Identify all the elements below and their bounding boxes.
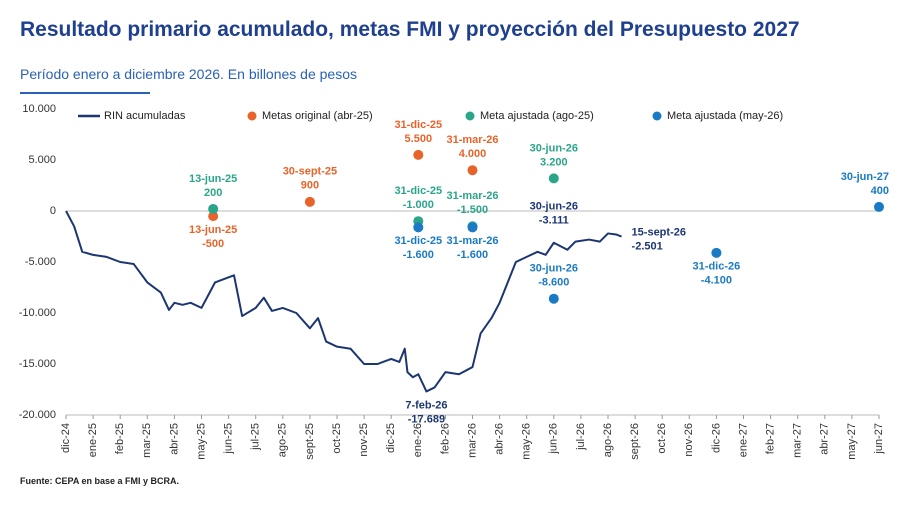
x-tick-label: mar-27 (792, 423, 804, 458)
target-point (208, 203, 219, 214)
target-point (208, 211, 219, 222)
x-tick-label: jun-26 (548, 423, 560, 455)
x-tick-label: feb-26 (439, 423, 451, 454)
x-tick-label: jun-27 (873, 423, 885, 455)
point-date-label: 30-jun-26 (530, 263, 578, 275)
point-value-label: -1.600 (457, 249, 488, 261)
source-note: Fuente: CEPA en base a FMI y BCRA. (20, 476, 180, 486)
point-date-label: 31-dic-25 (394, 185, 442, 197)
x-tick-label: may-25 (195, 423, 207, 460)
x-tick-label: dic-25 (385, 423, 397, 453)
point-date-label: 30-jun-26 (530, 142, 578, 154)
x-tick-label: mar-26 (466, 423, 478, 458)
point-date-label: 31-dic-25 (394, 235, 442, 247)
x-tick-label: nov-26 (683, 423, 695, 457)
annotation-date: 7-feb-26 (405, 399, 447, 411)
legend-label: Meta ajustada (may-26) (667, 110, 783, 122)
x-tick-label: oct-26 (656, 423, 668, 454)
point-date-label: 31-dic-26 (693, 261, 741, 273)
y-tick-label: -5.000 (25, 256, 56, 268)
x-tick-label: jun-25 (223, 423, 235, 455)
x-tick-label: dic-26 (710, 423, 722, 453)
point-value-label: 5.500 (405, 133, 433, 145)
target-point (711, 247, 722, 258)
x-tick-label: feb-27 (765, 423, 777, 454)
point-value-label: -500 (202, 238, 224, 250)
title-rule (20, 92, 150, 94)
target-point (304, 196, 315, 207)
point-date-label: 31-mar-26 (447, 235, 499, 247)
x-tick-label: ene-26 (412, 423, 424, 457)
point-value-label: -1.500 (457, 204, 488, 216)
x-tick-label: oct-25 (331, 423, 343, 454)
target-point (874, 201, 884, 212)
x-tick-label: feb-25 (114, 423, 126, 454)
y-tick-label: -10.000 (19, 307, 56, 319)
y-tick-label: -15.000 (19, 358, 56, 370)
annotation-value: -3.111 (539, 215, 569, 227)
legend-label: Meta ajustada (ago-25) (480, 110, 594, 122)
x-tick-label: abr-25 (168, 423, 180, 455)
point-value-label: -1.000 (403, 199, 434, 211)
x-tick-label: jul-26 (575, 423, 587, 451)
point-value-label: -4.100 (701, 275, 732, 287)
x-tick-label: may-27 (846, 423, 858, 460)
x-tick-label: mar-25 (141, 423, 153, 458)
point-date-label: 31-dic-25 (394, 119, 442, 131)
target-point (548, 173, 559, 184)
x-tick-label: nov-25 (358, 423, 370, 457)
y-tick-label: 10.000 (22, 103, 56, 115)
x-tick-label: dic-24 (60, 423, 72, 453)
x-tick-label: sept-25 (304, 423, 316, 460)
legend-label: RIN acumuladas (104, 110, 186, 122)
line-series (65, 210, 622, 393)
x-tick-label: ene-27 (737, 423, 749, 457)
point-value-label: 900 (301, 180, 319, 192)
point-value-label: 4.000 (459, 148, 487, 160)
point-value-label: 400 (871, 185, 889, 197)
point-date-label: 30-jun-27 (841, 171, 889, 183)
point-value-label: 3.200 (540, 156, 568, 168)
annotation-value: -2.501 (632, 240, 663, 252)
legend-swatch (465, 111, 475, 121)
point-date-label: 13-jun-25 (189, 224, 237, 236)
point-value-label: -1.600 (403, 249, 434, 261)
y-tick-label: -20.000 (19, 409, 56, 421)
x-tick-label: ene-25 (87, 423, 99, 457)
chart-title: Resultado primario acumulado, metas FMI … (20, 18, 800, 41)
x-tick-label: may-26 (521, 423, 533, 460)
x-tick-label: jul-25 (250, 423, 262, 451)
annotation-value: -17.689 (408, 413, 445, 425)
target-point (467, 165, 478, 176)
point-value-label: 200 (204, 187, 222, 199)
x-tick-label: sept-26 (629, 423, 641, 460)
point-date-label: 31-mar-26 (447, 190, 499, 202)
point-date-label: 30-sept-25 (283, 166, 337, 178)
x-tick-label: abr-27 (819, 423, 831, 455)
point-value-label: -8.600 (538, 277, 569, 289)
target-point (413, 222, 424, 233)
legend-label: Metas original (abr-25) (262, 110, 373, 122)
x-tick-label: ago-25 (277, 423, 289, 457)
point-date-label: 31-mar-26 (447, 134, 499, 146)
target-point (548, 293, 559, 304)
annotation-date: 15-sept-26 (632, 226, 686, 238)
y-tick-label: 5.000 (28, 154, 56, 166)
x-tick-label: abr-26 (494, 423, 506, 455)
point-date-label: 13-jun-25 (189, 173, 237, 185)
chart-subtitle: Período enero a diciembre 2026. En billo… (20, 66, 357, 82)
x-tick-label: ago-26 (602, 423, 614, 457)
target-point (413, 149, 424, 160)
annotation-date: 30-jun-26 (530, 201, 578, 213)
legend-swatch (247, 111, 257, 121)
target-point (467, 222, 478, 233)
y-tick-label: 0 (50, 205, 56, 217)
legend-swatch (652, 111, 662, 121)
